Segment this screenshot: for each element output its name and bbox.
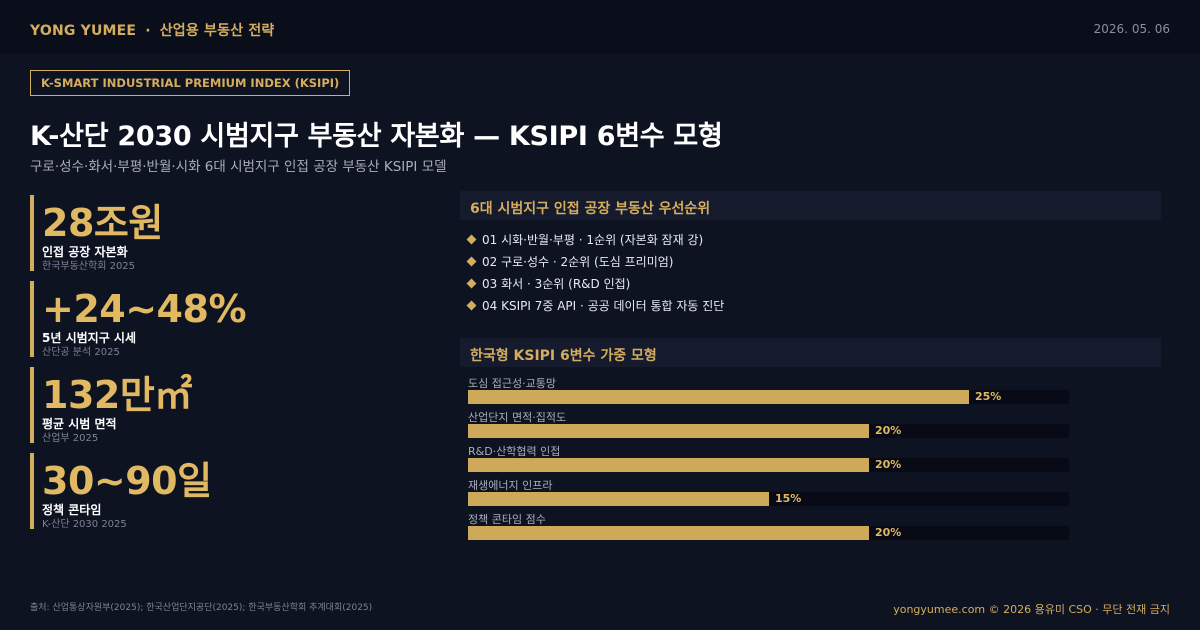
kpi-label: 인접 공장 자본화	[42, 245, 128, 259]
bar	[468, 492, 769, 506]
brand-subtitle: 산업용 부동산 전략	[159, 23, 275, 39]
bar-value-label: 20%	[875, 458, 902, 471]
footer-sources: 출처: 산업통상자원부(2025); 한국산업단지공단(2025); 한국부동산…	[30, 603, 373, 613]
page-title: K-산단 2030 시범지구 부동산 자본화 — KSIPI 6변수 모형	[30, 121, 723, 152]
priority-text: 04 KSIPI 7중 API · 공공 데이터 통합 자동 진단	[482, 299, 725, 313]
bar-track	[468, 390, 1069, 404]
bar-category-label: 도심 접근성·교통망	[468, 377, 556, 390]
bar-category-label: R&D·산학협력 인접	[468, 445, 561, 458]
kpi-value: 132만㎡	[42, 373, 192, 417]
brand-name: YONG YUMEE	[30, 23, 137, 39]
list-item: 03 화서 · 3순위 (R&D 인접)	[466, 274, 1158, 296]
bar	[468, 526, 869, 540]
kpi-label: 평균 시범 면적	[42, 417, 117, 431]
kpi-source: 한국부동산학회 2025	[42, 261, 136, 272]
bar-value-label: 20%	[875, 424, 902, 437]
bar-value-label: 15%	[775, 492, 802, 505]
top-bar: YONG YUMEE · 산업용 부동산 전략 2026. 05. 06	[0, 0, 1200, 54]
bar-track	[468, 492, 1069, 506]
bar-track	[468, 458, 1069, 472]
list-item: 01 시화·반월·부평 · 1순위 (자본화 잠재 강)	[466, 230, 1158, 252]
list-item: 02 구로·성수 · 2순위 (도심 프리미엄)	[466, 252, 1158, 274]
bar-track	[468, 424, 1069, 438]
bar-track	[468, 526, 1069, 540]
diamond-bullet-icon	[466, 256, 477, 267]
priority-text: 01 시화·반월·부평 · 1순위 (자본화 잠재 강)	[482, 233, 704, 247]
report-date: 2026. 05. 06	[1093, 22, 1170, 36]
kpi-card: 132만㎡ 평균 시범 면적 산업부 2025	[30, 367, 430, 444]
priority-list: 01 시화·반월·부평 · 1순위 (자본화 잠재 강) 02 구로·성수 · …	[466, 230, 1158, 318]
bar-row: 산업단지 면적·집적도 20%	[468, 412, 1069, 446]
bar-category-label: 산업단지 면적·집적도	[468, 411, 567, 424]
kpi-source: 산단공 분석 2025	[42, 347, 120, 358]
kpi-value: 28조원	[42, 201, 163, 245]
priority-panel-title: 6대 시범지구 인접 공장 부동산 우선순위	[460, 191, 1161, 220]
bar	[468, 424, 869, 438]
bar-value-label: 20%	[875, 526, 902, 539]
diamond-bullet-icon	[466, 278, 477, 289]
kpi-label: 정책 콘타임	[42, 503, 102, 517]
kpi-source: K-산단 2030 2025	[42, 519, 127, 530]
bar-row: R&D·산학협력 인접 20%	[468, 446, 1069, 480]
kpi-label: 5년 시범지구 시세	[42, 331, 136, 345]
page-subtitle: 구로·성수·화서·부평·반월·시화 6대 시범지구 인접 공장 부동산 KSIP…	[30, 159, 447, 175]
kpi-value: 30~90일	[42, 459, 212, 503]
weights-panel-title: 한국형 KSIPI 6변수 가중 모형	[460, 338, 1161, 367]
diamond-bullet-icon	[466, 300, 477, 311]
footer-copyright: yongyumee.com © 2026 용유미 CSO · 무단 전재 금지	[893, 603, 1170, 616]
kpi-card: 30~90일 정책 콘타임 K-산단 2030 2025	[30, 453, 430, 530]
kpi-card: +24~48% 5년 시범지구 시세 산단공 분석 2025	[30, 281, 430, 358]
bar-row: 정책 콘타임 점수 20%	[468, 514, 1069, 548]
kpi-source: 산업부 2025	[42, 433, 99, 444]
bar-value-label: 25%	[975, 390, 1002, 403]
bar-row: 도심 접근성·교통망 25%	[468, 378, 1069, 412]
brand-separator: ·	[145, 23, 151, 39]
bar-category-label: 정책 콘타임 점수	[468, 513, 546, 526]
bar-category-label: 재생에너지 인프라	[468, 479, 553, 492]
brand: YONG YUMEE · 산업용 부동산 전략	[30, 20, 275, 40]
priority-text: 02 구로·성수 · 2순위 (도심 프리미엄)	[482, 255, 674, 269]
bar	[468, 390, 969, 404]
list-item: 04 KSIPI 7중 API · 공공 데이터 통합 자동 진단	[466, 296, 1158, 318]
priority-text: 03 화서 · 3순위 (R&D 인접)	[482, 277, 631, 291]
index-badge: K-SMART INDUSTRIAL PREMIUM INDEX (KSIPI)	[30, 70, 351, 96]
bar-row: 재생에너지 인프라 15%	[468, 480, 1069, 514]
kpi-card: 28조원 인접 공장 자본화 한국부동산학회 2025	[30, 195, 430, 272]
kpi-value: +24~48%	[42, 287, 247, 331]
diamond-bullet-icon	[466, 234, 477, 245]
bar	[468, 458, 869, 472]
